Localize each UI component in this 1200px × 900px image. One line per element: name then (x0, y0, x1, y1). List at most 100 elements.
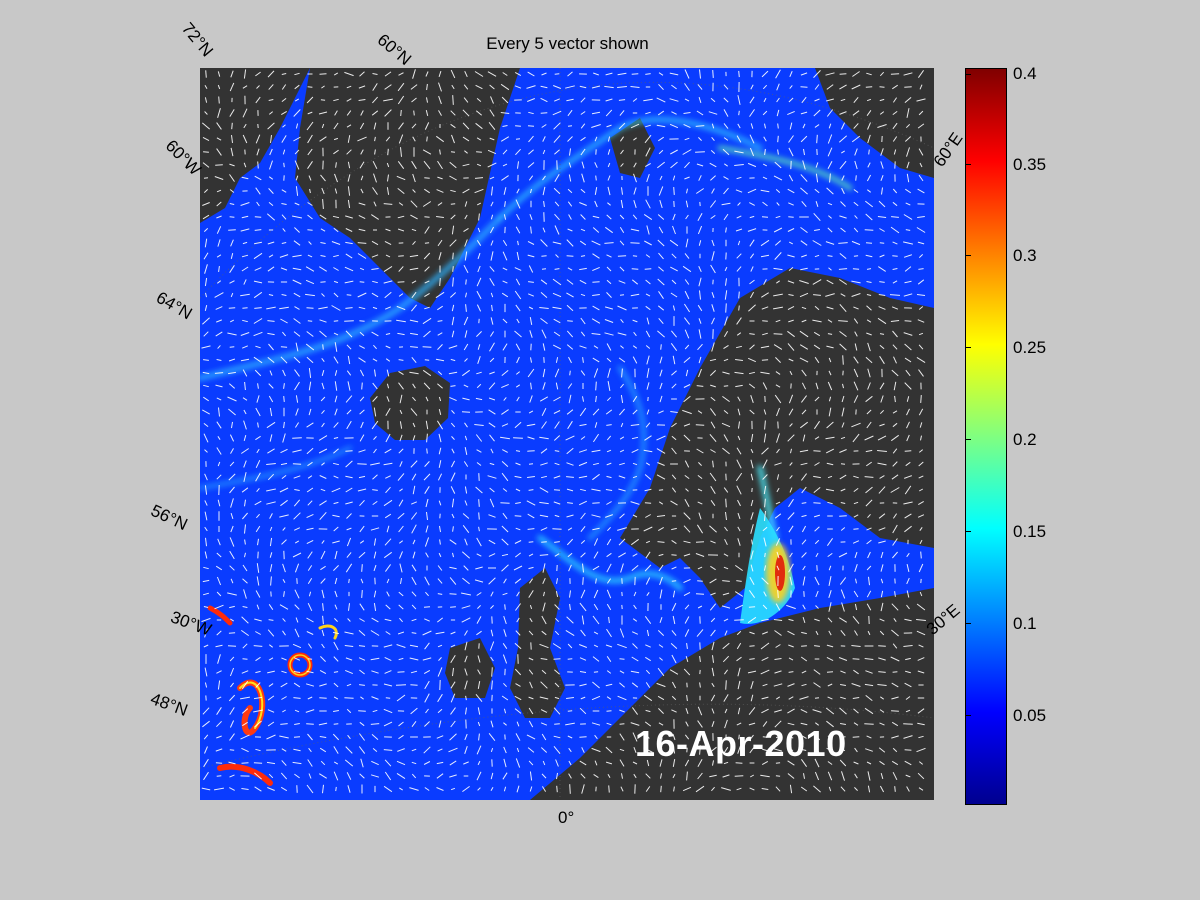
vector-arrow (372, 709, 378, 713)
vector-arrow (593, 345, 599, 349)
vector-arrow (762, 631, 768, 635)
vector-arrow (501, 383, 509, 389)
vector-arrow (554, 149, 560, 155)
vector-arrow (321, 357, 325, 363)
vector-arrow (812, 319, 822, 323)
vector-arrow (398, 540, 404, 544)
vector-arrow (464, 330, 468, 338)
vector-arrow (736, 696, 742, 700)
vector-arrow (488, 553, 496, 557)
vector-arrow (723, 109, 729, 117)
vector-arrow (542, 343, 546, 351)
vector-arrow (554, 201, 560, 207)
vector-arrow (723, 487, 729, 493)
vector-arrow (606, 449, 612, 453)
vector-arrow (241, 448, 249, 454)
vector-arrow (801, 319, 807, 323)
vector-arrow (646, 225, 650, 235)
vector-arrow (645, 147, 651, 157)
vector-arrow (280, 772, 288, 780)
vector-arrow (555, 254, 559, 258)
vector-arrow (320, 656, 326, 662)
vector-arrow (747, 670, 757, 674)
vector-arrow (552, 306, 562, 310)
vector-arrow (282, 563, 286, 573)
vector-arrow (891, 696, 899, 700)
vector-arrow (682, 786, 692, 792)
vector-arrow (607, 149, 611, 155)
vector-arrow (841, 150, 845, 154)
vector-arrow (827, 227, 833, 233)
vector-arrow (292, 267, 302, 271)
vector-arrow (595, 395, 597, 403)
vector-arrow (697, 566, 703, 570)
vector-arrow (864, 723, 874, 725)
vector-arrow (853, 501, 859, 505)
vector-arrow (673, 187, 675, 195)
vector-arrow (463, 384, 469, 388)
vector-arrow (373, 344, 377, 350)
vector-arrow (241, 747, 249, 753)
vector-arrow (827, 696, 833, 700)
vector-arrow (554, 73, 560, 75)
vector-arrow (902, 241, 914, 245)
vector-arrow (516, 251, 520, 261)
vector-arrow (735, 359, 743, 361)
vector-arrow (568, 394, 572, 404)
vector-arrow (269, 370, 273, 376)
vector-arrow (608, 785, 610, 793)
vector-arrow (696, 524, 704, 534)
vector-arrow (684, 759, 690, 767)
vector-arrow (879, 355, 885, 365)
vector-arrow (879, 111, 885, 115)
vector-arrow (333, 501, 339, 505)
vector-arrow (840, 684, 846, 686)
vector-arrow (604, 306, 614, 310)
vector-arrow (266, 213, 276, 221)
vector-arrow (477, 760, 481, 766)
vector-arrow (905, 369, 911, 377)
vector-arrow (839, 759, 847, 767)
vector-arrow (449, 239, 457, 247)
vector-arrow (487, 149, 497, 155)
vector-arrow (800, 267, 808, 271)
vector-arrow (578, 500, 588, 506)
vector-arrow (711, 641, 715, 651)
vector-arrow (555, 382, 559, 390)
vector-arrow (827, 147, 833, 157)
vector-arrow (643, 449, 653, 453)
greenland-land (200, 68, 310, 223)
vector-arrow (450, 214, 456, 220)
vector-arrow (865, 670, 873, 674)
vector-arrow (358, 214, 366, 220)
vector-arrow (214, 292, 224, 298)
vector-arrow (387, 174, 389, 182)
vector-arrow (789, 462, 793, 466)
vector-arrow (774, 670, 782, 674)
vector-arrow (620, 563, 624, 573)
vector-arrow (204, 473, 208, 481)
vector-arrow (450, 189, 456, 193)
vector-arrow (671, 253, 677, 259)
vector-arrow (477, 227, 481, 233)
vector-arrow (671, 681, 677, 689)
vector-arrow (889, 294, 901, 296)
vector-arrow (346, 149, 352, 155)
vector-arrow (773, 748, 783, 752)
vector-arrow (592, 227, 600, 233)
vector-arrow (463, 565, 469, 571)
vector-arrow (710, 175, 716, 181)
vector-arrow (426, 433, 428, 443)
vector-arrow (569, 370, 571, 376)
vector-arrow (658, 266, 664, 272)
vector-arrow (373, 173, 377, 183)
vector-arrow (788, 657, 794, 661)
vector-arrow (254, 229, 262, 231)
vector-arrow (776, 526, 780, 532)
vector-arrow (306, 539, 314, 545)
vector-arrow (383, 499, 393, 507)
vector-arrow (656, 435, 666, 441)
vector-arrow (814, 84, 820, 90)
vector-arrow (580, 148, 586, 156)
vector-arrow (840, 436, 846, 440)
